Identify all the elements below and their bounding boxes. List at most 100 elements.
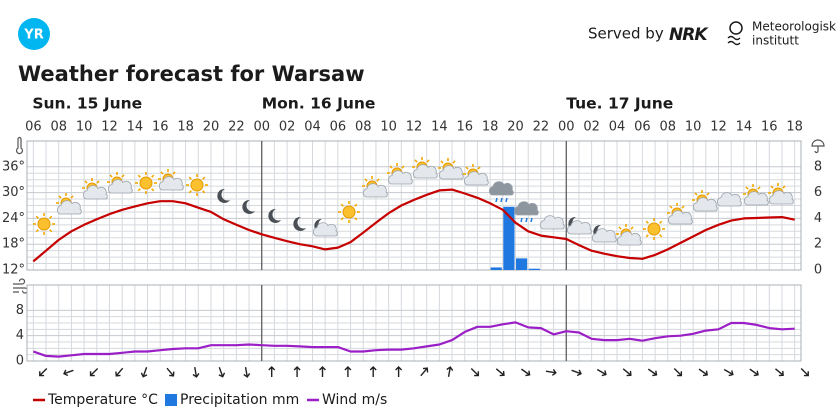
- sun-ray: [426, 159, 430, 163]
- sun-ray: [35, 215, 39, 219]
- y-tick-label: 18°: [2, 237, 25, 252]
- wind-arrow-shape: [319, 366, 326, 377]
- wind-arrow: [293, 366, 301, 377]
- sun-ray: [96, 180, 100, 184]
- sun-disc: [190, 178, 204, 192]
- wind-arrow-shape: [749, 368, 759, 377]
- sun-ray: [202, 190, 206, 194]
- x-tick-label: 00: [558, 120, 575, 135]
- y3-tick-label: 4: [16, 328, 24, 343]
- y-tick-label: 24°: [2, 211, 25, 226]
- sun-disc: [342, 205, 356, 219]
- weather-symbol: [488, 181, 514, 203]
- cloud: [692, 197, 718, 212]
- cloud: [107, 179, 133, 194]
- wind-arrow-shape: [571, 369, 582, 377]
- wind-arrow: [749, 368, 759, 377]
- sun-ray: [35, 229, 39, 233]
- sun-ray: [109, 174, 113, 178]
- x-tick-label: 10: [380, 120, 397, 135]
- cloud: [566, 220, 592, 235]
- x-tick-label: 18: [177, 120, 194, 135]
- wind-arrow: [166, 367, 175, 377]
- wind-arrow: [319, 366, 326, 377]
- cloud: [463, 171, 489, 186]
- sun-ray: [151, 174, 155, 178]
- wind-arrow-shape: [344, 366, 352, 377]
- cloud: [768, 190, 794, 205]
- chart-title: Weather forecast for Warsaw: [18, 62, 365, 86]
- rain-drop: [495, 197, 498, 203]
- rain-drop: [530, 217, 533, 223]
- sun-ray: [782, 185, 786, 189]
- wind-arrow: [344, 366, 352, 377]
- y2-tick-label: 6: [814, 185, 822, 200]
- cloud: [438, 165, 464, 180]
- x-tick-label: 14: [736, 120, 753, 135]
- sun-ray: [121, 174, 125, 178]
- sun-ray: [645, 220, 649, 224]
- moon: [293, 216, 306, 231]
- weather-symbol: [312, 218, 338, 237]
- sun-ray: [465, 166, 469, 170]
- sun-ray: [618, 226, 622, 230]
- institute-line: institutt: [752, 34, 799, 48]
- x-tick-label: 00: [253, 120, 270, 135]
- wind-arrow-shape: [446, 366, 454, 378]
- header: YR Served by NRK Meteorologisk institutt: [18, 18, 836, 50]
- weather-symbol: [743, 184, 769, 206]
- cloud: [591, 228, 617, 243]
- plot-frame: [26, 284, 802, 362]
- wind-arrow: [395, 366, 403, 377]
- weather-symbol: [768, 183, 794, 205]
- wind-arrow-shape: [115, 367, 124, 377]
- wind-arrow-shape: [800, 367, 809, 377]
- sun-ray: [84, 180, 88, 184]
- rain-drop: [500, 197, 503, 203]
- wind-arrow-shape: [140, 367, 148, 378]
- sun-ray: [137, 188, 141, 192]
- sun-ray: [745, 186, 749, 190]
- x-tick-label: 22: [228, 120, 245, 135]
- weather-symbol: [412, 157, 438, 179]
- wind-arrow: [39, 367, 48, 377]
- rain-drop: [525, 217, 528, 223]
- rain-drop: [520, 217, 523, 223]
- wind-arrow-shape: [723, 368, 734, 377]
- sun-ray: [376, 178, 380, 182]
- wind-arrow: [420, 367, 429, 377]
- cloud: [56, 200, 82, 215]
- sun-disc: [139, 176, 153, 190]
- wind-arrow-shape: [647, 368, 658, 377]
- weather-symbol: [242, 199, 255, 214]
- precipitation-bar: [503, 206, 515, 270]
- sun-ray: [770, 185, 774, 189]
- x-tick-label: 10: [685, 120, 702, 135]
- partner-logo[interactable]: NRK: [669, 25, 710, 45]
- x-tick-label: 12: [710, 120, 727, 135]
- wind-arrow-shape: [293, 366, 301, 377]
- weather-symbol: [463, 164, 489, 186]
- sun-ray: [49, 229, 53, 233]
- weather-symbol: [643, 218, 665, 240]
- x-tick-label: 02: [279, 120, 296, 135]
- wind-arrow-shape: [622, 368, 632, 377]
- wind-arrow-shape: [495, 368, 505, 377]
- met-logo: [729, 21, 743, 35]
- sun-ray: [340, 203, 344, 207]
- wind-arrow-shape: [470, 367, 480, 377]
- sun-ray: [681, 205, 685, 209]
- y2-tick-label: 4: [814, 211, 822, 226]
- wind-icon: [13, 278, 29, 294]
- y-tick-label: 36°: [2, 159, 25, 174]
- cloud: [362, 183, 388, 198]
- yr-logo[interactable]: [18, 18, 50, 50]
- cloud: [539, 215, 565, 230]
- wind-arrow-shape: [673, 367, 683, 377]
- x-tick-label: 04: [304, 120, 321, 135]
- wind-arrow: [698, 368, 709, 377]
- weather-symbol: [186, 174, 208, 196]
- wind-arrow: [470, 367, 480, 377]
- sun-ray: [354, 217, 358, 221]
- sun-ray: [440, 160, 444, 164]
